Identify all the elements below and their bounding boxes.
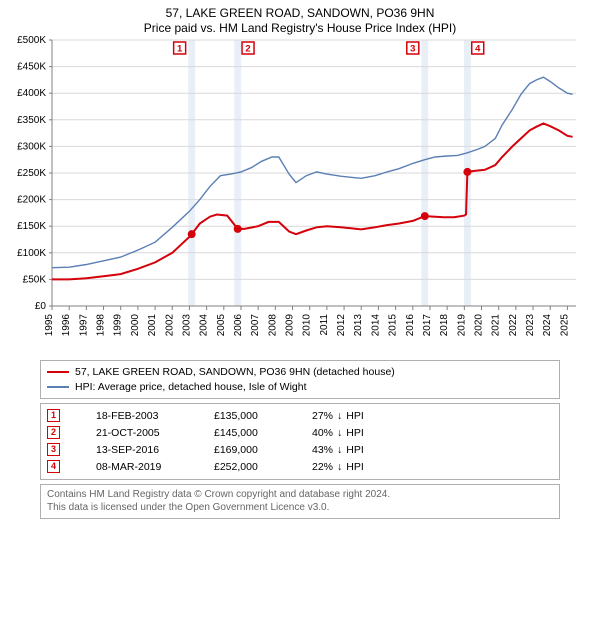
x-axis-label: 2015: [388, 314, 399, 337]
x-axis-label: 2017: [422, 314, 433, 337]
x-axis-label: 2006: [233, 314, 244, 337]
y-axis-label: £100K: [17, 248, 46, 259]
x-axis-label: 2021: [491, 314, 502, 337]
table-date: 08-MAR-2019: [96, 461, 206, 473]
x-axis-label: 2004: [199, 314, 210, 337]
x-axis-label: 1995: [44, 314, 55, 337]
sale-dot: [421, 212, 429, 220]
y-axis-label: £50K: [23, 274, 47, 285]
y-axis-label: £150K: [17, 221, 46, 232]
table-diff: 27% ↓ HPI: [312, 410, 422, 422]
chart-titles: 57, LAKE GREEN ROAD, SANDOWN, PO36 9HN P…: [0, 0, 600, 36]
x-axis-label: 2013: [353, 314, 364, 337]
y-axis-label: £250K: [17, 168, 46, 179]
x-axis-label: 2008: [267, 314, 278, 337]
x-axis-label: 2000: [130, 314, 141, 337]
chart-title-line2: Price paid vs. HM Land Registry's House …: [0, 21, 600, 36]
x-axis-label: 1997: [78, 314, 89, 337]
y-axis-label: £200K: [17, 195, 46, 206]
x-axis-label: 2011: [319, 314, 330, 336]
table-diff: 22% ↓ HPI: [312, 461, 422, 473]
x-axis-label: 2001: [147, 314, 158, 337]
table-marker: 4: [47, 460, 60, 473]
table-price: £169,000: [214, 444, 304, 456]
legend-box: 57, LAKE GREEN ROAD, SANDOWN, PO36 9HN (…: [40, 360, 560, 399]
x-axis-label: 1999: [113, 314, 124, 337]
table-diff: 43% ↓ HPI: [312, 444, 422, 456]
x-axis-label: 2019: [456, 314, 467, 337]
down-arrow-icon: ↓: [337, 427, 342, 439]
table-price: £145,000: [214, 427, 304, 439]
hpi-line: [52, 77, 573, 268]
table-row: 1 18-FEB-2003 £135,000 27% ↓ HPI: [47, 407, 553, 424]
table-diff: 40% ↓ HPI: [312, 427, 422, 439]
sale-marker-number: 1: [177, 44, 183, 55]
sale-marker-number: 2: [245, 44, 250, 55]
attribution-line1: Contains HM Land Registry data © Crown c…: [47, 488, 553, 501]
x-axis-label: 2014: [370, 314, 381, 337]
table-date: 18-FEB-2003: [96, 410, 206, 422]
sale-dot: [463, 168, 471, 176]
line-chart-svg: £0 £50K £100K £150K £200K £250K £300K £350K £400…: [0, 36, 600, 356]
x-axis-label: 1998: [96, 314, 107, 337]
sale-dot: [234, 225, 242, 233]
legend-row-hpi: HPI: Average price, detached house, Isle…: [47, 379, 553, 394]
x-axis-label: 2023: [525, 314, 536, 337]
x-axis-label: 2003: [181, 314, 192, 337]
chart-title-line1: 57, LAKE GREEN ROAD, SANDOWN, PO36 9HN: [0, 6, 600, 21]
table-marker: 1: [47, 409, 60, 422]
y-axis-label: £0: [35, 301, 47, 312]
sale-marker-number: 4: [475, 44, 481, 55]
x-axis-label: 2024: [542, 314, 553, 337]
y-axis-label: £450K: [17, 62, 46, 73]
y-axis-label: £300K: [17, 141, 46, 152]
x-axis-label: 2002: [164, 314, 175, 337]
table-date: 13-SEP-2016: [96, 444, 206, 456]
y-axis-label: £500K: [17, 36, 46, 46]
legend-swatch-property: [47, 371, 69, 373]
sale-marker-number: 3: [410, 44, 415, 55]
x-axis-label: 2012: [336, 314, 347, 337]
x-axis-label: 2022: [508, 314, 519, 337]
legend-label-hpi: HPI: Average price, detached house, Isle…: [75, 381, 307, 393]
x-axis-label: 2010: [302, 314, 313, 337]
table-row: 3 13-SEP-2016 £169,000 43% ↓ HPI: [47, 441, 553, 458]
x-axis-label: 2007: [250, 314, 261, 337]
attribution-box: Contains HM Land Registry data © Crown c…: [40, 484, 560, 519]
x-axis-label: 2016: [405, 314, 416, 337]
sales-table: 1 18-FEB-2003 £135,000 27% ↓ HPI 2 21-OCT-200…: [40, 403, 560, 480]
table-row: 4 08-MAR-2019 £252,000 22% ↓ HPI: [47, 458, 553, 475]
y-axis-label: £400K: [17, 88, 46, 99]
attribution-line2: This data is licensed under the Open Gov…: [47, 501, 553, 514]
table-marker: 3: [47, 443, 60, 456]
table-date: 21-OCT-2005: [96, 427, 206, 439]
legend-label-property: 57, LAKE GREEN ROAD, SANDOWN, PO36 9HN (…: [75, 366, 395, 378]
table-price: £252,000: [214, 461, 304, 473]
y-axis-label: £350K: [17, 115, 46, 126]
legend-swatch-hpi: [47, 386, 69, 388]
legend-row-property: 57, LAKE GREEN ROAD, SANDOWN, PO36 9HN (…: [47, 364, 553, 379]
table-marker: 2: [47, 426, 60, 439]
x-axis-label: 1996: [61, 314, 72, 337]
x-axis-label: 2025: [559, 314, 570, 337]
table-row: 2 21-OCT-2005 £145,000 40% ↓ HPI: [47, 424, 553, 441]
down-arrow-icon: ↓: [337, 410, 342, 422]
down-arrow-icon: ↓: [337, 444, 342, 456]
table-price: £135,000: [214, 410, 304, 422]
x-axis-label: 2018: [439, 314, 450, 337]
chart-container: 57, LAKE GREEN ROAD, SANDOWN, PO36 9HN P…: [0, 0, 600, 620]
down-arrow-icon: ↓: [337, 461, 342, 473]
sale-dot: [188, 230, 196, 238]
x-axis-label: 2020: [474, 314, 485, 337]
x-axis-label: 2005: [216, 314, 227, 337]
x-axis-label: 2009: [285, 314, 296, 337]
